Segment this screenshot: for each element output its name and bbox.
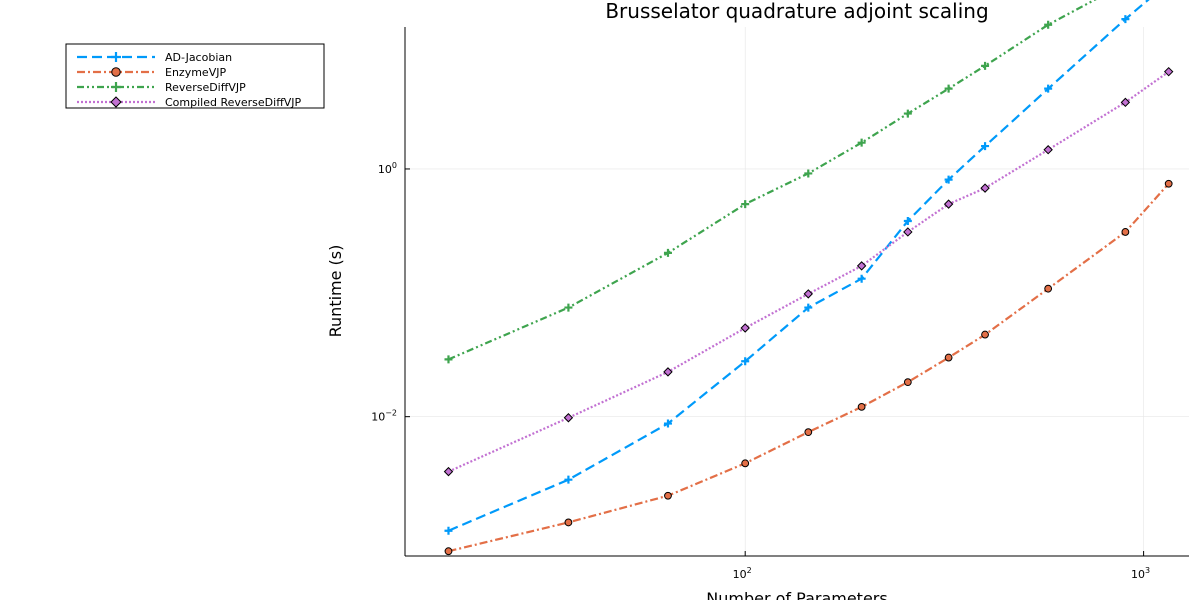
legend-label: Compiled ReverseDiffVJP <box>165 96 302 109</box>
series-line <box>448 0 1150 532</box>
legend-marker <box>111 67 121 77</box>
data-point <box>857 402 866 411</box>
legend-entry: Compiled ReverseDiffVJP <box>77 96 302 109</box>
data-point <box>741 357 750 366</box>
data-point <box>1121 228 1130 236</box>
data-point <box>943 199 954 209</box>
data-point <box>663 248 672 257</box>
data-point <box>564 475 573 484</box>
data-point <box>443 466 454 477</box>
data-point <box>1121 15 1130 24</box>
legend-entry: ReverseDiffVJP <box>77 81 246 94</box>
data-point <box>664 491 672 500</box>
data-point <box>804 169 813 178</box>
data-point <box>981 142 990 151</box>
legend-entry: AD-Jacobian <box>77 51 232 64</box>
legend-entry: EnzymeVJP <box>77 66 226 79</box>
series-line <box>448 0 1097 361</box>
series-ad-jacobian <box>444 0 1150 535</box>
data-point <box>903 227 913 237</box>
axes <box>404 27 1189 557</box>
data-point <box>663 367 673 377</box>
data-point <box>944 84 953 93</box>
data-point <box>980 183 990 193</box>
x-axis-label: Number of Parameters <box>706 589 887 600</box>
legend-marker <box>111 52 121 62</box>
data-point <box>1163 66 1174 77</box>
series-compiled-reversediffvjp <box>443 66 1174 477</box>
data-point <box>444 355 453 364</box>
data-point <box>444 547 453 556</box>
data-point <box>944 353 953 362</box>
data-point <box>563 413 574 423</box>
legend-label: EnzymeVJP <box>165 66 226 79</box>
legend-label: AD-Jacobian <box>165 51 232 64</box>
data-point <box>903 109 912 118</box>
data-point <box>803 289 813 299</box>
data-point <box>903 217 912 226</box>
data-point <box>564 518 573 527</box>
data-point <box>740 323 750 333</box>
series-line <box>448 70 1170 473</box>
series-reversediffvjp <box>444 0 1097 364</box>
grid <box>405 27 1189 556</box>
data-point <box>1120 97 1131 108</box>
legend-marker <box>111 82 121 92</box>
data-point <box>564 303 573 312</box>
chart-title: Brusselator quadrature adjoint scaling <box>605 0 988 23</box>
data-point <box>1044 20 1053 29</box>
y-axis-label: Runtime (s) <box>326 245 345 338</box>
x-tick-exponent: 3 <box>1145 566 1150 575</box>
legend-box <box>65 43 325 109</box>
data-point <box>981 61 990 70</box>
data-point <box>1044 84 1053 93</box>
series-line <box>448 182 1170 553</box>
legend-label: ReverseDiffVJP <box>165 81 246 94</box>
data-point <box>903 378 912 387</box>
data-point <box>741 459 750 468</box>
data-point <box>444 526 453 535</box>
data-point <box>804 303 813 312</box>
data-point <box>1043 145 1053 155</box>
data-point <box>856 261 867 271</box>
data-point <box>663 419 672 428</box>
data-point <box>741 200 750 209</box>
series-enzymevjp <box>444 179 1173 556</box>
legend: AD-Jacobian EnzymeVJP ReverseDiffVJP Compil… <box>65 43 325 109</box>
data-point <box>857 138 866 147</box>
data-point <box>944 175 953 184</box>
data-point <box>804 428 813 437</box>
data-point <box>981 330 989 339</box>
series-layer <box>443 0 1174 556</box>
data-point <box>857 274 866 283</box>
y-tick-exponent: −2 <box>385 409 397 418</box>
x-tick-exponent: 2 <box>747 566 752 575</box>
data-point <box>1044 284 1053 293</box>
data-point <box>1164 179 1173 188</box>
legend-marker <box>110 96 122 108</box>
y-tick-exponent: 0 <box>392 161 397 170</box>
